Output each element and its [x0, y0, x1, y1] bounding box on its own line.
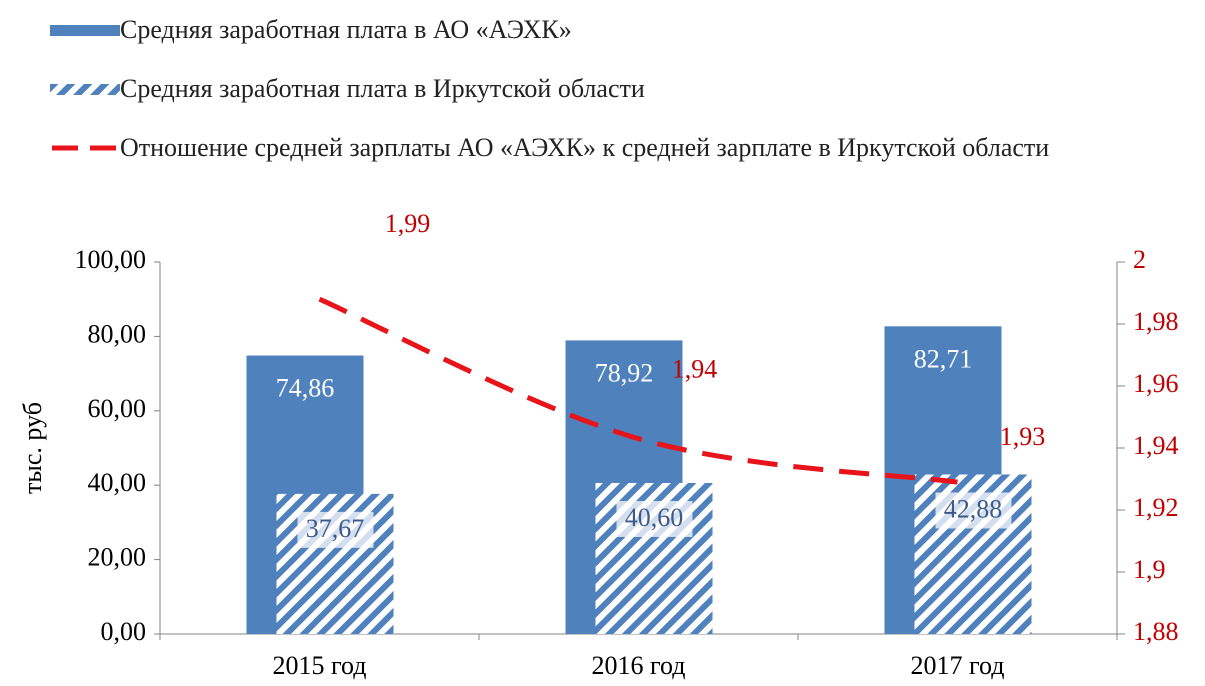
data-label: 82,71 [914, 344, 973, 373]
legend-item: Средняя заработная плата в АО «АЭХК» [50, 14, 1160, 46]
data-label: 78,92 [595, 358, 654, 387]
data-label-bg [616, 500, 693, 537]
legend-label: Средняя заработная плата в АО «АЭХК» [120, 15, 572, 44]
swatch [50, 84, 120, 95]
y2-tick-label: 1,88 [1133, 617, 1179, 646]
y2-tick-label: 1,96 [1133, 369, 1179, 398]
data-label-bg [297, 511, 374, 548]
data-label: 1,94 [672, 355, 718, 384]
y-tick-label: 0,00 [101, 617, 147, 646]
y-tick-label: 80,00 [88, 319, 147, 348]
y2-tick-label: 1,98 [1133, 307, 1179, 336]
y-tick-label: 20,00 [88, 543, 147, 572]
x-tick-label: 2015 год [273, 651, 367, 680]
y-tick-label: 100,00 [75, 245, 147, 274]
legend-item: Средняя заработная плата в Иркутской обл… [50, 73, 1160, 105]
y2-tick-label: 1,9 [1133, 555, 1166, 584]
y-axis-title: тыс. руб [18, 402, 47, 494]
swatch [52, 145, 118, 151]
data-label: 37,67 [306, 514, 365, 543]
legend-item: Отношение средней зарплаты АО «АЭХК» к с… [50, 132, 1160, 164]
line [318, 296, 958, 485]
legend-label: Отношение средней зарплаты АО «АЭХК» к с… [120, 133, 1050, 162]
data-label: 74,86 [276, 373, 335, 402]
y-tick-label: 60,00 [88, 394, 147, 423]
y-tick-label: 40,00 [88, 468, 147, 497]
data-label: 1,99 [385, 209, 431, 238]
legend: Средняя заработная плата в АО «АЭХК» Сре… [50, 14, 1160, 191]
legend-label: Средняя заработная плата в Иркутской обл… [120, 74, 645, 103]
data-label: 40,60 [625, 503, 684, 532]
swatch [50, 25, 120, 36]
x-tick-label: 2016 год [592, 651, 686, 680]
y2-tick-label: 1,94 [1133, 431, 1179, 460]
y2-tick-label: 1,92 [1133, 493, 1179, 522]
data-label: 1,93 [1000, 422, 1046, 451]
x-tick-label: 2017 год [911, 651, 1005, 680]
y2-tick-label: 2 [1133, 245, 1146, 274]
data-label-bg [935, 492, 1012, 529]
data-label: 42,88 [944, 494, 1003, 523]
